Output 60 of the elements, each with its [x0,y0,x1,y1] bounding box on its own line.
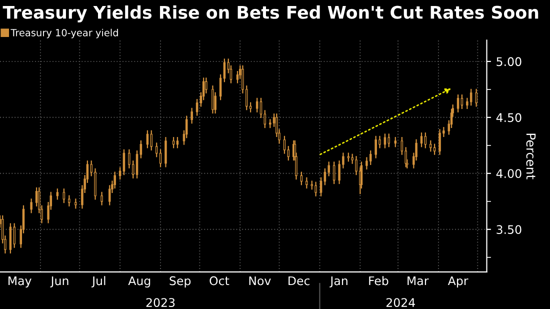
candlestick [460,94,464,110]
candlestick [164,137,167,168]
x-tick-label: Jul [91,276,106,288]
candlestick [223,58,226,82]
candlestick [438,129,441,155]
candlestick [176,137,179,148]
candlestick [388,134,390,148]
x2-tick-label: 2024 [386,298,415,308]
x-tick-label: Dec [288,276,310,286]
x-tick-label: Sep [170,276,191,288]
candlestick [314,182,317,196]
x-tick-label: Jan [330,276,348,288]
x-tick-label: Nov [249,276,271,286]
candlestick [172,137,175,148]
candlestick [260,98,262,118]
x-tick-label: May [8,276,32,288]
y-tick-label: 5.00 [496,57,522,66]
candlestick [136,150,138,178]
x2-tick-label: 2023 [146,298,175,308]
candlestick [374,136,377,158]
candlestick [366,157,368,170]
candlestick [94,168,96,200]
candlestick [68,195,70,206]
candlestick [332,162,336,184]
candlestick [212,86,214,114]
candlestick [62,188,66,204]
candlestick [190,108,193,124]
candlestick [30,198,32,214]
y-axis-title: Percent [526,134,536,180]
candlestick [424,132,427,148]
y-tick-label: 4.00 [496,169,522,178]
candlestick [13,223,16,248]
candlestick [150,130,153,150]
x-tick-label: Mar [408,276,429,286]
candlestick [475,88,478,107]
y-tick-label: 3.50 [496,225,522,234]
legend-label: Treasury 10-year yield [10,28,118,38]
x-tick-label: Apr [448,276,468,288]
candlestick [320,177,322,196]
candlestick [256,98,258,112]
x-tick-label: Aug [128,276,150,288]
x-tick-label: Feb [369,276,388,286]
candlestick [100,192,103,206]
candlestick [114,172,116,189]
candlestick [430,140,432,152]
candlestick [433,144,436,155]
candlestick [264,110,266,128]
candlestick [384,134,386,148]
x-tick-label: Oct [210,276,230,286]
candlestick [287,146,290,161]
candlestick [338,160,340,184]
candlestick [155,142,158,158]
candlestick [456,94,460,112]
chart-title: Treasury Yields Rise on Bets Fed Won't Cut Rates Soon [2,5,538,22]
x-tick-label: Jun [50,276,68,288]
candlestick [56,188,59,200]
candlestick [306,177,308,189]
candlestick [369,150,372,165]
y-tick-label: 4.50 [496,113,522,122]
candlestick [420,132,423,148]
